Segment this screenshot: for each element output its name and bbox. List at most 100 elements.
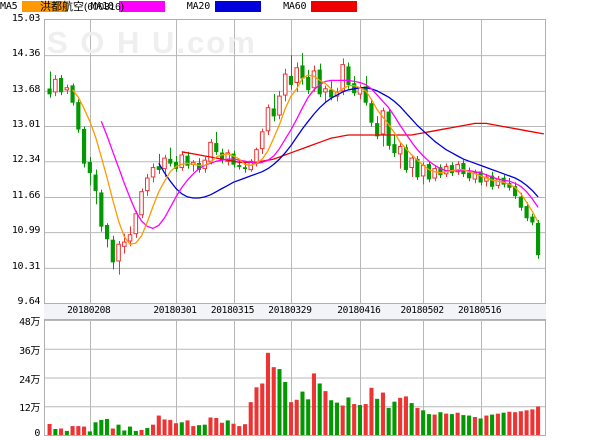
candlestick bbox=[64, 84, 70, 95]
candle-body bbox=[386, 111, 391, 146]
candle-body bbox=[104, 224, 110, 240]
volume-bar bbox=[248, 402, 253, 435]
candlestick bbox=[173, 155, 179, 172]
candlestick bbox=[127, 226, 133, 247]
volume-bar bbox=[254, 387, 259, 435]
candlestick bbox=[87, 157, 92, 186]
volume-bar bbox=[415, 407, 420, 435]
candle-body bbox=[432, 168, 437, 179]
candle-body bbox=[513, 186, 518, 197]
legend-item-ma10: MA10 bbox=[90, 0, 165, 13]
volume-bar bbox=[87, 431, 92, 435]
volume-ytick-label: 0 bbox=[34, 428, 40, 439]
price-plot bbox=[45, 20, 545, 303]
candle-body bbox=[127, 234, 133, 242]
ma-legend: MA5 MA10 MA20 MA60 bbox=[0, 0, 600, 13]
candlestick bbox=[426, 161, 431, 183]
volume-bar bbox=[237, 426, 242, 435]
candle-body bbox=[87, 161, 92, 174]
ma20-line bbox=[158, 87, 539, 199]
volume-bar bbox=[225, 420, 230, 435]
volume-bar bbox=[179, 422, 184, 435]
candle-body bbox=[156, 166, 161, 170]
volume-bar bbox=[110, 428, 115, 435]
candle-body bbox=[208, 141, 213, 162]
xtick-label: 20180315 bbox=[210, 305, 255, 316]
volume-bar bbox=[265, 352, 271, 435]
candle-body bbox=[294, 67, 300, 83]
volume-bar bbox=[231, 423, 236, 435]
candle-body bbox=[196, 163, 202, 170]
candle-body bbox=[237, 165, 242, 167]
candle-body bbox=[472, 172, 478, 180]
legend-label: MA5 bbox=[0, 1, 18, 12]
candlestick bbox=[467, 167, 472, 182]
candle-body bbox=[380, 110, 386, 135]
candlestick bbox=[329, 81, 334, 101]
legend-label: MA60 bbox=[283, 1, 307, 12]
candle-body bbox=[81, 128, 87, 164]
candlestick bbox=[76, 99, 81, 133]
candle-body bbox=[99, 192, 104, 227]
volume-bar bbox=[47, 423, 52, 435]
candle-body bbox=[311, 70, 317, 89]
price-ytick-label: 9.64 bbox=[17, 296, 41, 307]
candle-body bbox=[93, 174, 98, 191]
legend-label: MA10 bbox=[90, 1, 114, 12]
volume-bar bbox=[375, 398, 380, 435]
candle-body bbox=[288, 75, 294, 85]
xtick-label: 20180301 bbox=[153, 305, 197, 316]
candlestick bbox=[311, 65, 317, 92]
volume-bar bbox=[162, 419, 167, 435]
candle-body bbox=[340, 64, 345, 92]
candlestick bbox=[495, 175, 501, 189]
candlestick bbox=[524, 202, 529, 222]
volume-bar bbox=[501, 412, 506, 435]
xtick-label: 20180516 bbox=[457, 305, 502, 316]
candlestick bbox=[536, 220, 541, 259]
volume-bar bbox=[306, 399, 311, 435]
candle-body bbox=[133, 213, 139, 235]
volume-bar bbox=[196, 425, 202, 435]
price-ytick-label: 14.36 bbox=[11, 48, 41, 60]
candle-body bbox=[455, 163, 460, 173]
volume-bar bbox=[495, 413, 500, 435]
volume-panel bbox=[44, 319, 546, 436]
candlestick bbox=[104, 223, 110, 248]
candlestick bbox=[513, 182, 518, 200]
candlestick bbox=[190, 160, 196, 172]
candlestick bbox=[277, 90, 282, 120]
volume-bar bbox=[70, 426, 75, 435]
candle-body bbox=[403, 147, 409, 170]
volume-bar bbox=[432, 414, 437, 435]
candle-body bbox=[329, 89, 334, 98]
volume-ytick-label: 36万 bbox=[19, 345, 40, 357]
candlestick bbox=[99, 189, 104, 232]
volume-ytick-label: 48万 bbox=[19, 317, 40, 328]
candle-body bbox=[70, 85, 75, 103]
stock-name: 洪都航空 bbox=[40, 1, 84, 13]
candle-body bbox=[185, 155, 190, 166]
volume-bar bbox=[392, 401, 397, 435]
legend-swatch bbox=[215, 1, 262, 12]
candle-body bbox=[59, 77, 64, 93]
ma10-line bbox=[100, 79, 539, 230]
candlestick bbox=[432, 165, 437, 182]
candle-body bbox=[490, 175, 495, 187]
xtick-label: 20180329 bbox=[268, 305, 312, 316]
candle-body bbox=[363, 86, 368, 103]
volume-bar bbox=[53, 429, 58, 435]
candle-body bbox=[179, 154, 185, 169]
candle-body bbox=[300, 65, 305, 79]
volume-bar bbox=[426, 414, 431, 435]
volume-bar bbox=[455, 412, 460, 435]
volume-bar bbox=[294, 399, 299, 435]
xtick-label: 20180208 bbox=[67, 305, 111, 316]
candle-body bbox=[323, 88, 328, 93]
volume-bar bbox=[277, 369, 282, 435]
candle-body bbox=[346, 66, 351, 85]
candle-body bbox=[259, 131, 265, 150]
candle-body bbox=[150, 167, 156, 178]
volume-bar bbox=[317, 383, 322, 435]
candlestick bbox=[409, 154, 414, 177]
